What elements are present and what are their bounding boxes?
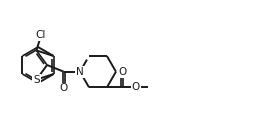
Text: O: O — [118, 67, 126, 77]
Text: Cl: Cl — [36, 30, 46, 40]
Text: S: S — [33, 75, 40, 85]
Text: N: N — [76, 67, 84, 77]
Text: N: N — [76, 67, 84, 77]
Text: O: O — [132, 82, 140, 92]
Text: O: O — [60, 83, 68, 93]
